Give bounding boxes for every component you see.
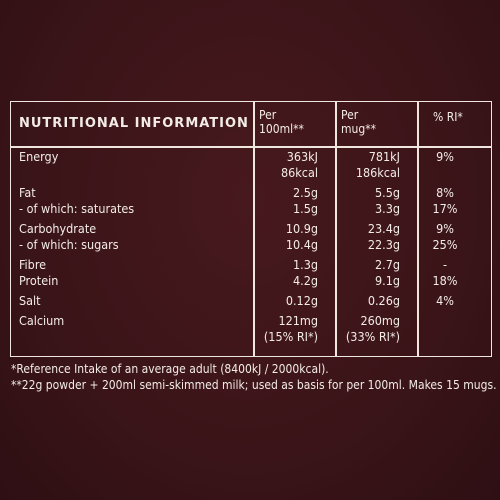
- value-per-mug: 9.1g: [374, 273, 400, 288]
- value-ri: 8%: [436, 185, 454, 200]
- column-header-per-100ml: Per 100ml**: [259, 108, 304, 136]
- value-per-mug: 260mg: [360, 313, 400, 328]
- value-ri: 4%: [436, 293, 454, 308]
- value-ri: 9%: [436, 149, 454, 164]
- row-label: Fat: [19, 185, 36, 200]
- value-per-100ml: 2.5g: [292, 185, 318, 200]
- table-title: NUTRITIONAL INFORMATION: [19, 116, 249, 131]
- column-header-line: 100ml**: [259, 122, 304, 136]
- value-per-100ml: 121mg: [278, 313, 318, 328]
- value-ri: -: [442, 257, 448, 272]
- row-label: Salt: [19, 293, 41, 308]
- column-header-per-mug: Per mug**: [341, 108, 376, 136]
- value-per-100ml: 86kcal: [280, 165, 318, 180]
- value-per-mug: 3.3g: [374, 201, 400, 216]
- value-ri: 17%: [432, 201, 458, 216]
- value-per-mug: 2.7g: [374, 257, 400, 272]
- row-label: Carbohydrate: [19, 221, 97, 236]
- row-label: Protein: [19, 273, 59, 288]
- footnote-serving-basis: **22g powder + 200ml semi-skimmed milk; …: [11, 378, 497, 392]
- value-per-mug: 23.4g: [367, 221, 400, 236]
- value-per-mug: 186kcal: [355, 165, 400, 180]
- column-header-line: Per: [259, 108, 277, 122]
- value-per-mug: 22.3g: [367, 237, 400, 252]
- value-ri: 25%: [432, 237, 458, 252]
- row-label: Calcium: [19, 313, 65, 328]
- value-per-100ml: 363kJ: [286, 149, 318, 164]
- row-label: Fibre: [19, 257, 47, 272]
- column-header-line: Per: [341, 108, 359, 122]
- value-per-mug: 781kJ: [368, 149, 400, 164]
- value-per-100ml: (15% RI*): [263, 329, 318, 344]
- column-divider: [253, 102, 255, 356]
- value-per-mug: (33% RI*): [345, 329, 400, 344]
- column-divider: [417, 102, 419, 356]
- value-per-mug: 5.5g: [374, 185, 400, 200]
- footnote-reference-intake: *Reference Intake of an average adult (8…: [11, 362, 329, 376]
- column-header-line: mug**: [341, 122, 377, 136]
- row-label: - of which: saturates: [19, 201, 135, 216]
- value-ri: 9%: [436, 221, 454, 236]
- row-label: Energy: [19, 149, 59, 164]
- row-label: - of which: sugars: [19, 237, 119, 252]
- value-per-100ml: 10.4g: [285, 237, 318, 252]
- column-header-ri: % RI*: [433, 110, 463, 124]
- value-per-100ml: 1.5g: [292, 201, 318, 216]
- value-per-100ml: 1.3g: [292, 257, 318, 272]
- header-divider: [11, 146, 491, 148]
- value-per-100ml: 10.9g: [285, 221, 318, 236]
- value-ri: 18%: [432, 273, 458, 288]
- column-divider: [335, 102, 337, 356]
- nutrition-table: NUTRITIONAL INFORMATION Per 100ml** Per …: [10, 101, 492, 357]
- value-per-mug: 0.26g: [367, 293, 400, 308]
- value-per-100ml: 4.2g: [292, 273, 318, 288]
- value-per-100ml: 0.12g: [285, 293, 318, 308]
